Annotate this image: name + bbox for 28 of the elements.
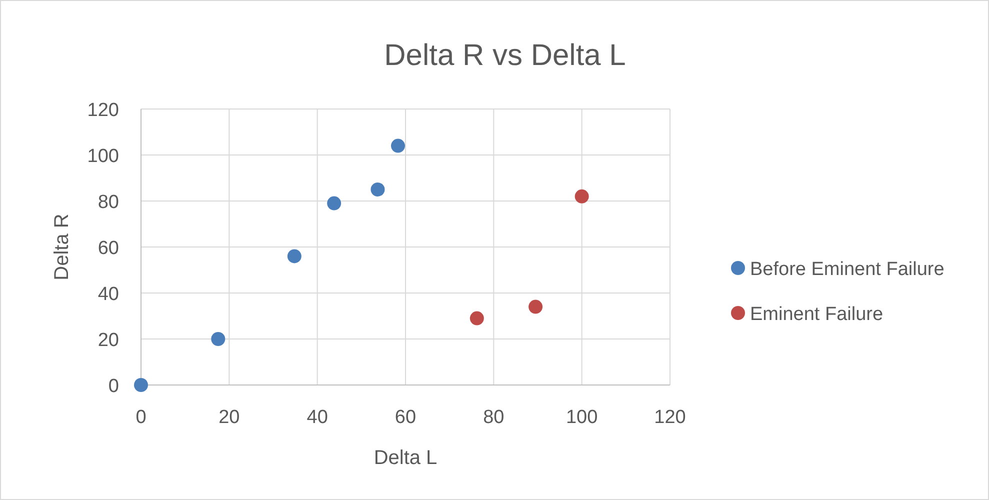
x-axis-title: Delta L bbox=[374, 447, 438, 469]
legend-label: Eminent Failure bbox=[750, 304, 884, 325]
point bbox=[574, 189, 589, 204]
point bbox=[211, 332, 226, 346]
y-tick-label: 0 bbox=[108, 376, 119, 397]
point bbox=[391, 138, 406, 153]
point bbox=[134, 378, 148, 392]
x-tick-label: 60 bbox=[394, 407, 416, 428]
y-tick-label: 60 bbox=[98, 238, 119, 259]
point bbox=[287, 249, 302, 264]
point bbox=[528, 300, 543, 314]
x-tick-label: 20 bbox=[218, 407, 240, 428]
point bbox=[370, 182, 385, 196]
x-tick-label: 120 bbox=[654, 407, 686, 428]
point bbox=[470, 311, 484, 326]
x-tick-label: 80 bbox=[483, 407, 504, 428]
y-axis-title: Delta R bbox=[51, 214, 73, 280]
y-tick-label: 20 bbox=[98, 330, 119, 351]
y-tick-label: 40 bbox=[98, 284, 119, 305]
y-tick-label: 100 bbox=[87, 146, 119, 167]
x-tick-label: 40 bbox=[306, 407, 328, 428]
legend-label: Before Eminent Failure bbox=[750, 259, 944, 280]
x-tick-label: 100 bbox=[566, 407, 598, 428]
y-tick-label: 120 bbox=[87, 100, 119, 121]
y-tick-label: 80 bbox=[98, 192, 119, 213]
chart-title: Delta R vs Delta L bbox=[384, 39, 626, 72]
point bbox=[327, 196, 342, 210]
x-tick-label: 0 bbox=[136, 407, 146, 428]
